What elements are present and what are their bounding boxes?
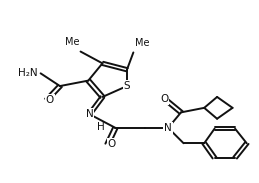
Text: O: O xyxy=(107,139,116,149)
Text: Me: Me xyxy=(65,37,79,47)
Text: Me: Me xyxy=(135,38,149,48)
Text: O: O xyxy=(160,94,168,104)
Text: N: N xyxy=(164,123,172,133)
Text: S: S xyxy=(124,81,130,91)
Text: H: H xyxy=(97,122,105,132)
Text: O: O xyxy=(46,95,54,105)
Text: N: N xyxy=(86,109,93,119)
Text: H₂N: H₂N xyxy=(18,68,38,78)
